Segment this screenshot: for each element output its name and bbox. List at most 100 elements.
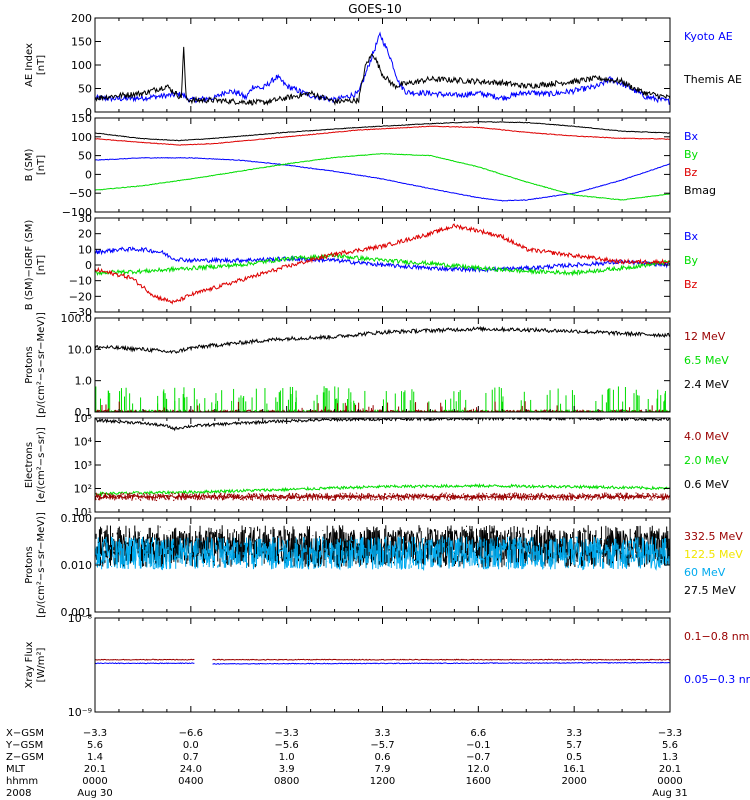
series-el-4-0-mev-noise: [230, 493, 233, 496]
series-el-4-0-mev-noise: [482, 492, 485, 498]
legend-entry: By: [684, 148, 699, 161]
axis-cell: 1.3: [662, 752, 678, 763]
legend-hp: 12 MeV 6.5 MeV 2.4 MeV: [684, 330, 729, 391]
series-el-4-0-mev-noise: [503, 493, 507, 498]
series-el-4-0-mev-noise: [666, 495, 669, 498]
series-el-4-0-mev-noise: [446, 494, 449, 501]
series-el-4-0-mev-noise: [428, 495, 431, 498]
series-el-4-0-mev-noise: [366, 494, 368, 497]
axis-cell: −3.3: [275, 728, 299, 739]
axis-cell: 1200: [370, 776, 395, 787]
series-el-4-0-mev-noise: [459, 497, 462, 500]
series-el-4-0-mev-noise: [383, 493, 386, 501]
series-el-4-0-mev-noise: [306, 492, 309, 501]
series-el-4-0-mev-noise: [172, 499, 175, 502]
series-el-4-0-mev-noise: [393, 494, 396, 497]
legend-entry: 0.1−0.8 nm: [684, 630, 749, 643]
series-el-4-0-mev-noise: [142, 492, 145, 496]
series-el-4-0-mev-noise: [147, 496, 150, 499]
series-el-4-0-mev-noise: [157, 493, 160, 496]
y-axis-label: B (SM): [24, 148, 35, 181]
series-el-4-0-mev-noise: [448, 493, 451, 496]
series-el-4-0-mev-noise: [208, 495, 211, 498]
series-el-4-0-mev-noise: [288, 492, 291, 500]
series-el-4-0-mev-noise: [638, 494, 641, 499]
series-el-4-0-mev-noise: [509, 497, 512, 501]
series-el-4-0-mev-noise: [531, 497, 534, 501]
series-el-4-0-mev-noise: [136, 494, 138, 497]
series-el-4-0-mev-noise: [339, 492, 342, 497]
axis-cell: 16.1: [563, 764, 585, 775]
y-tick-label: −20: [69, 290, 92, 303]
series-el-4-0-mev-noise: [285, 499, 288, 502]
series-el-4-0-mev-noise: [463, 495, 466, 501]
series-el-4-0-mev-noise: [637, 493, 640, 499]
axis-cell: Aug 31: [652, 788, 687, 799]
series-el-4-0-mev-noise: [622, 496, 625, 500]
series-el-4-0-mev-noise: [573, 495, 575, 497]
series-el-4-0-mev-noise: [460, 494, 463, 498]
series-el-4-0-mev-noise: [444, 493, 447, 496]
series-el-4-0-mev-noise: [470, 495, 473, 501]
series-el-4-0-mev-noise: [642, 492, 644, 495]
series-el-4-0-mev-noise: [183, 492, 186, 495]
axis-cell: −5.7: [370, 740, 394, 751]
series-el-4-0-mev-noise: [596, 493, 598, 496]
series-el-4-0-mev-noise: [192, 495, 195, 500]
series-el-4-0-mev-noise: [188, 493, 191, 497]
series-el-4-0-mev-noise: [508, 492, 511, 497]
plot-area-b: [95, 121, 670, 202]
series-el-4-0-mev-noise: [104, 493, 107, 499]
y-tick-label: 10¹: [74, 506, 92, 519]
series-el-4-0-mev-noise: [582, 492, 585, 499]
axis-cell: 0000: [657, 776, 682, 787]
y-axis-label: Electrons: [24, 442, 35, 488]
series-el-4-0-mev-noise: [141, 497, 144, 499]
series-el-4-0-mev-noise: [201, 497, 204, 501]
series-el-4-0-mev-noise: [272, 493, 275, 501]
series-el-4-0-mev-noise: [477, 492, 480, 500]
series-el-4-0-mev-noise: [438, 495, 441, 501]
plot-area-xr: [95, 658, 670, 665]
axis-cell: 0000: [82, 776, 107, 787]
series-el-4-0-mev-noise: [347, 498, 350, 501]
axis-cell: 1600: [466, 776, 491, 787]
series-el-4-0-mev-noise: [414, 493, 417, 497]
series-el-4-0-mev-noise: [304, 494, 306, 497]
axis-cell: Aug 30: [77, 788, 112, 799]
series-el-4-0-mev-noise: [608, 497, 611, 500]
series-el-4-0-mev-noise: [442, 494, 446, 499]
series-el-4-0-mev-noise: [152, 494, 155, 501]
series-el-4-0-mev-noise: [546, 498, 549, 501]
series-el-4-0-mev-noise: [264, 496, 267, 501]
series-el-4-0-mev-noise: [500, 497, 503, 501]
legend-entry: Kyoto AE: [684, 30, 733, 43]
series-el-4-0-mev-noise: [543, 495, 546, 500]
series-el-4-0-mev-noise: [389, 492, 391, 495]
series-el-4-0-mev-noise: [632, 495, 635, 500]
series-el-4-0-mev-noise: [411, 493, 415, 499]
y-axis-label: AE Index: [24, 43, 35, 87]
series-el-4-0-mev-noise: [616, 492, 619, 497]
series-el-4-0-mev-noise: [623, 499, 626, 502]
axis-cell: 6.6: [470, 728, 486, 739]
y-tick-label: 0.1: [75, 406, 93, 419]
series-el-4-0-mev-noise: [131, 495, 134, 501]
axis-cell: 5.7: [566, 740, 582, 751]
series-el-4-0-mev-noise: [547, 495, 550, 499]
series-el-4-0-mev-noise: [425, 493, 428, 498]
series-db-by: [95, 253, 670, 277]
series-el-4-0-mev-noise: [301, 495, 304, 499]
legend-lp: 332.5 MeV 122.5 MeV 60 MeV 27.5 MeV: [684, 530, 743, 597]
series-el-4-0-mev-noise: [137, 493, 140, 500]
series-el-4-0-mev-noise: [372, 494, 375, 498]
axis-row-label: 2008: [6, 788, 31, 799]
series-el-4-0-mev-noise: [379, 495, 382, 501]
series-el-4-0-mev-noise: [295, 492, 298, 495]
series-el-4-0-mev-noise: [545, 493, 548, 498]
series-el-4-0-mev-noise: [363, 494, 366, 499]
y-tick-label: 100: [71, 131, 92, 144]
series-el-4-0-mev-noise: [348, 492, 351, 499]
series-el-4-0-mev-noise: [117, 495, 120, 500]
series-el-4-0-mev-noise: [464, 494, 467, 498]
